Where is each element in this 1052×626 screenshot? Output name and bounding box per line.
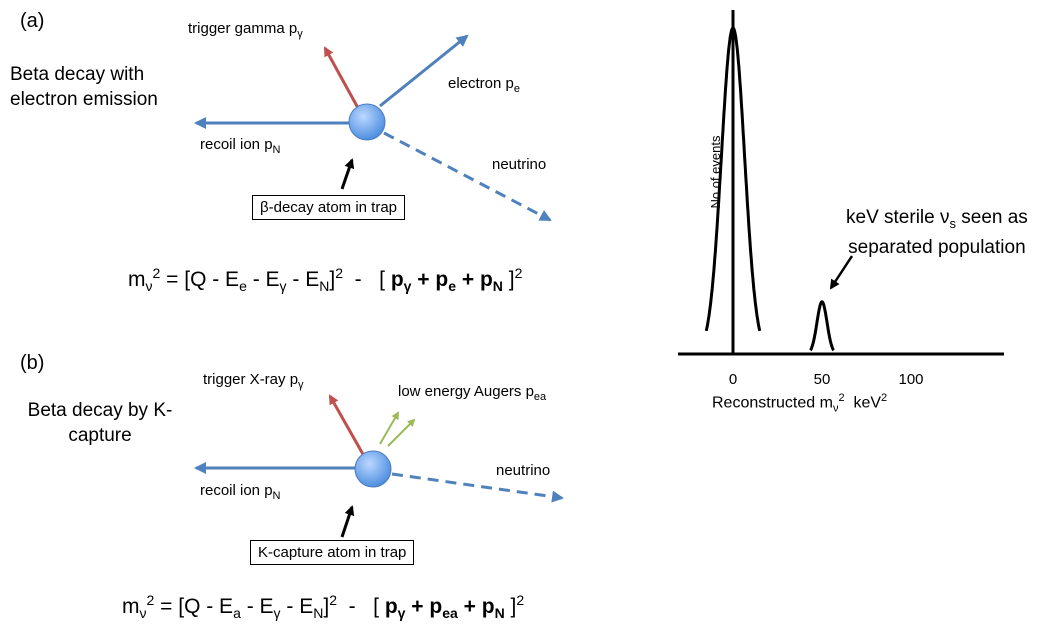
recoil-ion-label-a: recoil ion pN (200, 136, 281, 156)
electron-label: electron pe (448, 75, 520, 95)
neutrino-label-a: neutrino (492, 156, 547, 173)
x-tick-label: 0 (729, 371, 737, 388)
atom-box-b: K-capture atom in trap (250, 540, 415, 565)
sterile-annotation: keV sterile νs seen as separated populati… (846, 207, 1028, 258)
atom-box-a: β-decay atom in trap (252, 195, 406, 220)
electron-arrow-a (379, 34, 469, 108)
auger-arrow-2 (387, 418, 416, 447)
panel-b-description: Beta decay by K-capture (27, 400, 173, 446)
peak-1 (809, 300, 835, 352)
mass-spectrum-chart: 0 50 100 No of events (678, 10, 1004, 388)
peak-0 (704, 26, 762, 332)
panel-a-description: Beta decay with electron emission (10, 64, 158, 110)
neutrino-label-b: neutrino (496, 462, 551, 479)
atom-b (354, 450, 392, 488)
pointer-arrow-a (340, 158, 355, 190)
x-tick-label: 100 (898, 371, 923, 388)
chart-xlabel: Reconstructed mν2 keV2 (712, 392, 888, 415)
trigger-gamma-arrow-a (323, 46, 360, 109)
panel-b-label: (b) (20, 352, 45, 374)
pointer-arrow-b (340, 505, 355, 538)
x-tick-label: 50 (814, 371, 831, 388)
trigger-gamma-label: trigger gamma pγ (188, 20, 303, 40)
neutrino-arrow-b (391, 472, 564, 503)
recoil-ion-label-b: recoil ion pN (200, 482, 281, 502)
auger-arrow-1 (379, 411, 400, 445)
atom-a (348, 103, 386, 141)
y-axis-label: No of events (708, 135, 723, 208)
augers-label: low energy Augers pea (398, 383, 547, 403)
annotation-arrow (829, 255, 854, 290)
trigger-xray-label: trigger X-ray pγ (203, 371, 304, 391)
equation-a: mν2 = [Q - Ee - Eγ - EN]2 - [ pγ + pe + … (128, 265, 523, 295)
equation-b: mν2 = [Q - Ea - Eγ - EN]2 - [ pγ + pea +… (122, 592, 525, 622)
panel-a-label: (a) (20, 10, 45, 32)
trigger-xray-arrow-b (328, 394, 366, 457)
neutrino-arrow-a (383, 131, 552, 222)
